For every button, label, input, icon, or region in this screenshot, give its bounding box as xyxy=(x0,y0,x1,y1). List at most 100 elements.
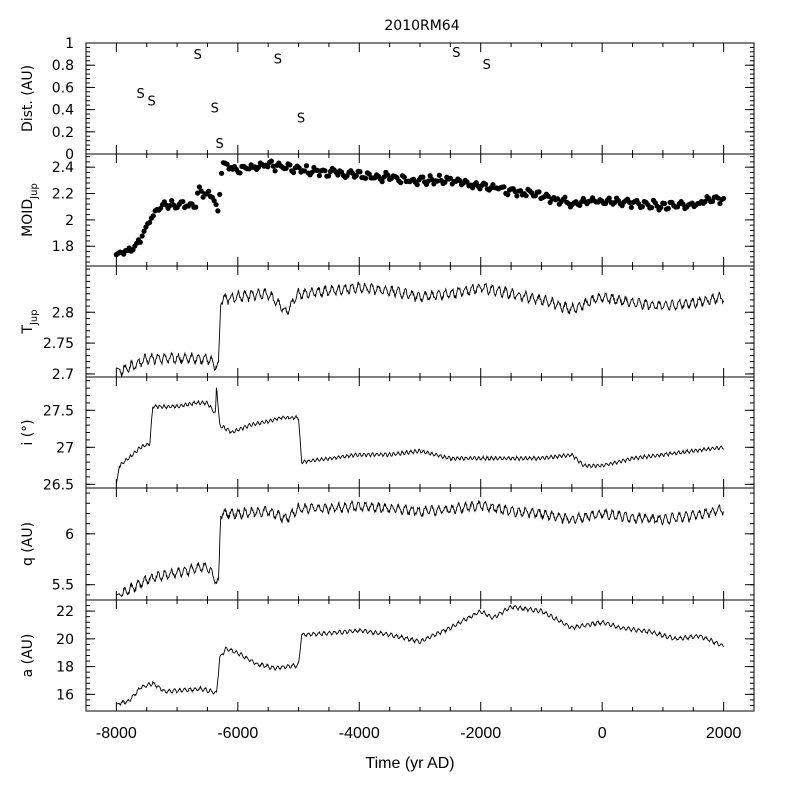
data-point xyxy=(196,184,203,190)
y-tick-label: 2.7 xyxy=(52,367,74,383)
y-axis-label-moid: MOIDJup xyxy=(20,183,40,237)
data-series-line-q xyxy=(116,499,725,597)
data-point xyxy=(211,198,217,204)
panel-frame-q xyxy=(85,487,755,601)
data-point xyxy=(661,200,668,207)
data-point xyxy=(457,177,463,184)
data-point xyxy=(717,200,723,207)
x-tick-label: -4000 xyxy=(339,725,380,742)
data-point xyxy=(721,195,727,202)
data-point xyxy=(709,198,716,204)
data-point xyxy=(628,204,634,210)
data-point xyxy=(268,158,275,164)
data-point xyxy=(562,194,568,200)
panel-frame-tjup xyxy=(85,265,755,378)
x-axis-label: Time (yr AD) xyxy=(365,755,454,772)
data-point xyxy=(316,173,323,179)
y-tick-label: 2.8 xyxy=(52,305,74,321)
data-point xyxy=(283,165,289,171)
data-point-s: S xyxy=(147,95,155,110)
data-point xyxy=(237,170,243,176)
data-point xyxy=(357,169,363,175)
y-label-subscript: Jup xyxy=(29,309,40,326)
data-point xyxy=(514,193,520,199)
data-point xyxy=(146,219,153,226)
y-tick-label: 0.8 xyxy=(52,58,74,74)
y-tick-label: 0 xyxy=(65,147,74,163)
y-tick-label: 22 xyxy=(56,604,74,620)
data-point xyxy=(442,179,448,185)
data-point xyxy=(218,170,225,176)
data-point xyxy=(322,168,328,174)
y-tick-label: 2.2 xyxy=(52,187,74,203)
x-tick-label: 2000 xyxy=(706,725,742,742)
data-point xyxy=(150,213,156,219)
data-point xyxy=(501,184,507,190)
data-point xyxy=(665,205,671,211)
data-point-s: S xyxy=(137,87,145,102)
data-point xyxy=(287,162,293,168)
y-tick-label: 27.5 xyxy=(43,403,74,419)
data-point xyxy=(217,191,223,198)
data-point xyxy=(554,196,561,202)
data-point xyxy=(272,168,278,174)
y-axis-label-incl: i (°) xyxy=(20,419,36,445)
data-point-s: S xyxy=(215,137,223,152)
y-tick-label: 2.4 xyxy=(52,160,74,176)
data-point xyxy=(255,164,262,170)
panel-q: 5.5 6 q (AU) xyxy=(20,487,755,601)
y-tick-label: 26.5 xyxy=(43,477,74,493)
data-point xyxy=(401,174,407,180)
data-point xyxy=(215,208,221,214)
data-point xyxy=(335,172,341,178)
panel-frame-a xyxy=(85,599,755,712)
data-point xyxy=(517,188,524,194)
data-point xyxy=(303,163,310,169)
data-point xyxy=(658,204,664,211)
data-point xyxy=(523,193,529,199)
panel-frame-dist xyxy=(85,42,755,155)
y-tick-label: 18 xyxy=(56,660,74,676)
x-tick-label: 0 xyxy=(598,725,607,742)
y-tick-label: 1.8 xyxy=(52,239,74,255)
data-point xyxy=(169,198,175,204)
panel-a: 16 18 20 22 a (AU) xyxy=(20,599,755,712)
y-label-main: MOID xyxy=(20,199,36,237)
data-series-line-tjup xyxy=(116,281,725,377)
data-point xyxy=(702,198,708,205)
data-point xyxy=(206,188,212,194)
y-tick-label: 27 xyxy=(56,440,74,456)
data-point xyxy=(362,175,369,181)
data-point xyxy=(420,174,426,180)
data-point xyxy=(193,204,199,210)
y-tick-label: 5.5 xyxy=(52,578,74,594)
data-series-line-a xyxy=(116,604,724,707)
data-point xyxy=(536,189,542,195)
data-point xyxy=(385,172,391,178)
data-point xyxy=(379,179,385,185)
data-series-line-incl xyxy=(115,387,724,485)
panel-moid: 1.8 2 2.2 2.4 MOIDJup xyxy=(20,153,755,267)
y-tick-label: 0.6 xyxy=(52,80,74,96)
y-tick-label: 2 xyxy=(65,213,74,229)
y-axis-label-tjup: TJup xyxy=(20,309,40,334)
data-point xyxy=(626,199,633,206)
data-point xyxy=(141,228,147,234)
data-point-s: S xyxy=(194,48,202,63)
chart-title: 2010RM64 xyxy=(384,18,459,34)
data-point xyxy=(680,201,686,207)
y-tick-label: 16 xyxy=(56,687,74,703)
data-point xyxy=(447,175,454,181)
data-point xyxy=(436,172,442,178)
panel-incl: 26.5 27 27.5 i (°) xyxy=(20,376,755,493)
data-point xyxy=(353,172,359,179)
data-point-s: S xyxy=(297,111,305,126)
data-point xyxy=(296,165,302,171)
panel-tjup: 2.7 2.75 2.8 TJup xyxy=(20,265,755,383)
data-point-s: S xyxy=(211,101,219,116)
data-point-s: S xyxy=(274,53,282,68)
data-point xyxy=(606,195,612,201)
